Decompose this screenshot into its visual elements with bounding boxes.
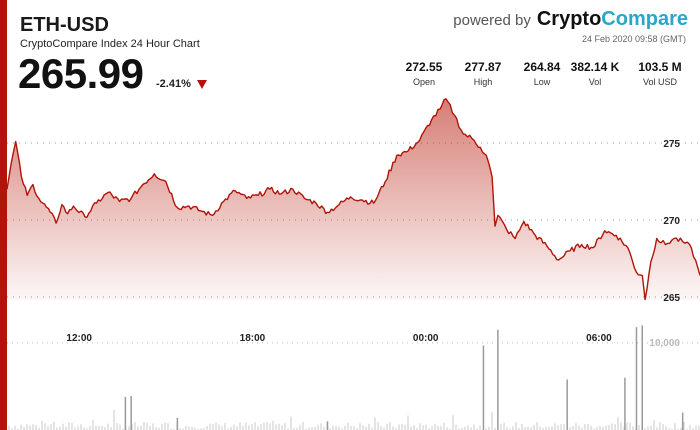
brand-name-part2: Compare [601, 8, 688, 30]
stat-value: 382.14 K [570, 60, 620, 74]
y-tick-label: 265 [663, 293, 680, 304]
stat-low: 264.84 Low [512, 60, 572, 87]
stat-label: High [473, 77, 493, 87]
accent-bar [0, 0, 7, 430]
current-price: 265.99 [18, 50, 144, 97]
timestamp: 24 Feb 2020 09:58 (GMT) [581, 34, 686, 44]
x-tick-label: 18:00 [240, 333, 266, 344]
stat-label: Low [533, 77, 551, 87]
stat-label: Vol [588, 77, 602, 87]
y-tick-label: 270 [663, 216, 680, 227]
stat-value: 103.5 M [638, 60, 682, 74]
stat-vol: 382.14 K Vol [565, 60, 625, 87]
stat-open: 272.55 Open [394, 60, 454, 87]
stat-label: Open [412, 77, 436, 87]
x-tick-label: 00:00 [413, 333, 439, 344]
brand-logo[interactable]: powered by CryptoCompare [453, 8, 688, 31]
brand-name-part1: Crypto [536, 8, 602, 30]
x-tick-label: 12:00 [66, 333, 92, 344]
chart-subtitle: CryptoCompare Index 24 Hour Chart [20, 38, 200, 50]
stat-value: 272.55 [405, 60, 443, 74]
stat-value: 264.84 [523, 60, 561, 74]
stat-label: Vol USD [642, 77, 677, 87]
page-title: ETH-USD [20, 14, 109, 36]
price-line [6, 98, 700, 301]
triangle-down-icon [197, 80, 207, 89]
x-tick-label: 06:00 [586, 333, 612, 344]
brand-prefix: powered by [453, 12, 531, 29]
stat-high: 277.87 High [453, 60, 513, 87]
stat-value: 277.87 [464, 60, 502, 74]
y-tick-label: 275 [663, 139, 680, 150]
stat-vol-usd: 103.5 M Vol USD [630, 60, 690, 87]
price-change: -2.41% [156, 78, 191, 90]
volume-ref-label: 10,000 [649, 338, 680, 349]
